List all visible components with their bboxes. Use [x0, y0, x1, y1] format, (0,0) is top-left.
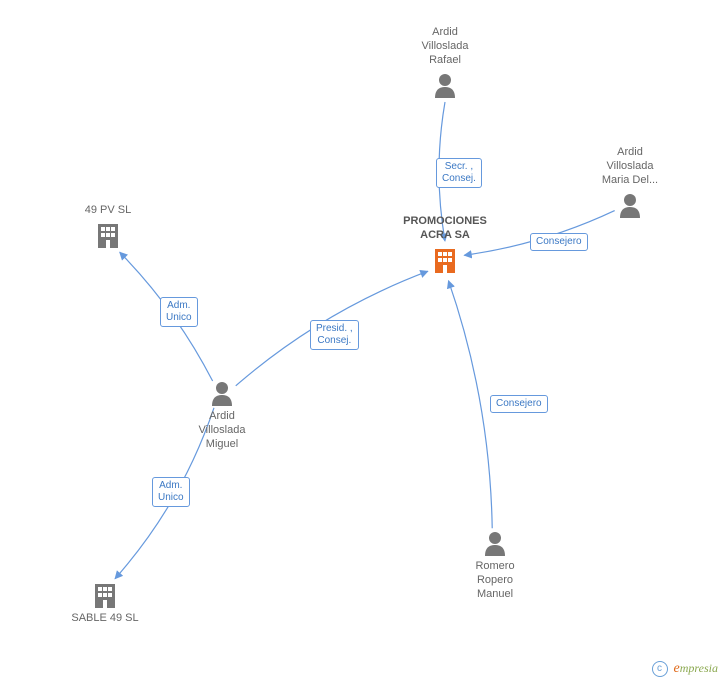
edge-label-miguel-pv49: Adm. Unico	[160, 297, 198, 327]
node-sable[interactable]: SABLE 49 SL	[55, 612, 155, 626]
node-rafael[interactable]: Ardid Villoslada Rafael	[395, 26, 495, 67]
person-icon[interactable]	[620, 194, 640, 218]
node-miguel-line: Ardid	[209, 410, 235, 422]
edge-label-miguel-sable: Adm. Unico	[152, 477, 190, 507]
edge-label-rafael-center: Secr. , Consej.	[436, 158, 482, 188]
building-icon[interactable]	[95, 584, 115, 608]
node-center[interactable]: PROMOCIONES ACRA SA	[395, 215, 495, 243]
node-maria[interactable]: Ardid Villoslada Maria Del...	[580, 146, 680, 187]
building-icon[interactable]	[98, 224, 118, 248]
node-rafael-line: Rafael	[429, 54, 461, 66]
edge-label-miguel-center: Presid. , Consej.	[310, 320, 359, 350]
node-pv49[interactable]: 49 PV SL	[58, 204, 158, 218]
building-icon[interactable]	[435, 249, 455, 273]
edge-manuel-center	[448, 281, 492, 529]
node-manuel-line: Romero	[475, 560, 514, 572]
node-rafael-line: Villoslada	[422, 40, 469, 52]
node-maria-line: Ardid	[617, 146, 643, 158]
node-manuel-line: Ropero	[477, 574, 513, 586]
node-miguel-line: Villoslada	[199, 424, 246, 436]
edge-label-maria-center: Consejero	[530, 233, 588, 251]
person-icon[interactable]	[212, 382, 232, 406]
node-sable-line: SABLE 49 SL	[71, 612, 138, 624]
node-center-line: PROMOCIONES	[403, 215, 487, 227]
person-icon[interactable]	[485, 532, 505, 556]
copyright-icon: c	[652, 661, 668, 677]
node-center-line: ACRA SA	[420, 229, 470, 241]
brand-rest: mpresia	[680, 661, 718, 675]
footer-brand: c empresia	[652, 661, 718, 677]
node-pv49-line: 49 PV SL	[85, 204, 131, 216]
edge-label-manuel-center: Consejero	[490, 395, 548, 413]
node-miguel-line: Miguel	[206, 438, 238, 450]
node-miguel[interactable]: Ardid Villoslada Miguel	[172, 410, 272, 451]
person-icon[interactable]	[435, 74, 455, 98]
node-manuel-line: Manuel	[477, 588, 513, 600]
node-maria-line: Maria Del...	[602, 174, 658, 186]
node-maria-line: Villoslada	[607, 160, 654, 172]
diagram-canvas	[0, 0, 728, 685]
node-manuel[interactable]: Romero Ropero Manuel	[445, 560, 545, 601]
node-rafael-line: Ardid	[432, 26, 458, 38]
